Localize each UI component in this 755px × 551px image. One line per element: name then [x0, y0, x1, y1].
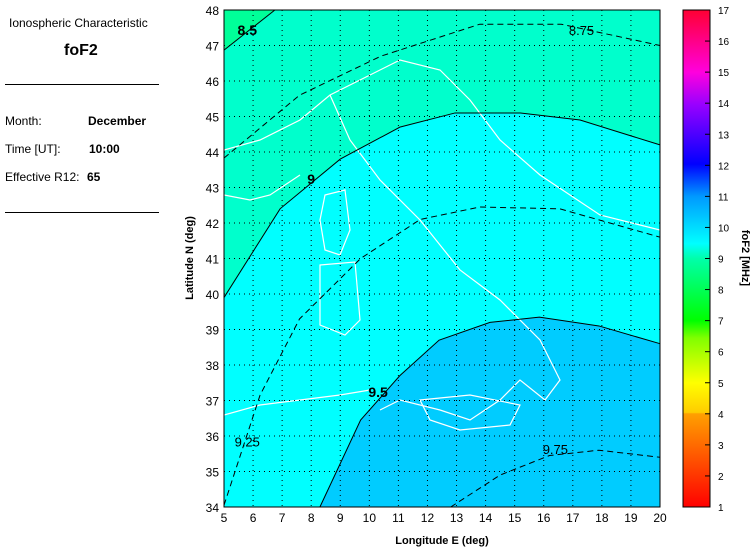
colorbar-tick-label: 6 — [718, 348, 724, 359]
x-tick-label: 20 — [653, 511, 667, 525]
y-tick-label: 42 — [206, 217, 220, 231]
contour-label: 9 — [307, 171, 315, 187]
colorbar-tick-label: 12 — [718, 161, 730, 172]
contour-label: 9.5 — [368, 384, 388, 400]
x-tick-label: 8 — [308, 511, 315, 525]
contour-8.5 — [223, 9, 276, 51]
contour-9.5 — [319, 316, 661, 508]
contour-label: 9.75 — [543, 442, 568, 457]
month-value: December — [88, 114, 147, 128]
y-tick-label: 36 — [206, 430, 220, 444]
y-tick-label: 48 — [206, 4, 220, 18]
y-tick-label: 45 — [206, 111, 220, 125]
divider — [5, 84, 159, 85]
contour-label: 8.75 — [569, 23, 594, 38]
colorbar-tick-label: 8 — [718, 286, 724, 297]
contour-9 — [223, 112, 661, 298]
plot-frame — [223, 9, 661, 508]
colorbar-tick-label: 3 — [718, 441, 724, 452]
y-tick-label: 37 — [206, 395, 220, 409]
colorbar-tick-label: 17 — [718, 6, 730, 17]
colorbar-tick-label: 16 — [718, 37, 730, 48]
y-axis-label: Latitude N (deg) — [184, 216, 196, 300]
colorbar-label: foF2 [MHz] — [739, 230, 751, 287]
x-tick-label: 11 — [392, 511, 405, 525]
time-label: Time [UT]: — [5, 142, 61, 156]
x-tick-label: 19 — [624, 511, 638, 525]
colorbar-tick-label: 11 — [718, 192, 729, 203]
y-tick-label: 47 — [206, 40, 220, 54]
characteristic-title: foF2 — [64, 42, 98, 59]
x-tick-label: 9 — [337, 511, 344, 525]
month-label: Month: — [5, 114, 42, 128]
colorbar-tick-label: 13 — [718, 130, 730, 141]
y-tick-label: 46 — [206, 75, 220, 89]
y-tick-label: 40 — [206, 288, 220, 302]
y-tick-label: 43 — [206, 182, 220, 196]
colorbar-tick-label: 14 — [718, 99, 730, 110]
contour-9.75 — [450, 449, 661, 508]
panel-heading: Ionospheric Characteristic — [9, 16, 148, 30]
x-tick-label: 14 — [479, 511, 493, 525]
y-tick-label: 34 — [206, 501, 220, 515]
time-value: 10:00 — [89, 142, 120, 156]
colorbar-tick-label: 5 — [718, 379, 724, 390]
colorbar-tick-label: 1 — [718, 503, 724, 514]
y-tick-label: 35 — [206, 466, 220, 480]
colorbar-tick-label: 7 — [718, 317, 724, 328]
y-tick-label: 38 — [206, 359, 220, 373]
x-tick-label: 17 — [566, 511, 580, 525]
x-tick-label: 6 — [250, 511, 257, 525]
x-tick-label: 10 — [363, 511, 377, 525]
colorbar-tick-label: 2 — [718, 472, 724, 483]
colorbar-tick-label: 10 — [718, 223, 730, 234]
divider — [5, 212, 159, 213]
colorbar-tick-label: 15 — [718, 68, 730, 79]
x-tick-label: 12 — [421, 511, 435, 525]
x-tick-label: 7 — [279, 511, 286, 525]
x-tick-label: 13 — [450, 511, 464, 525]
colorbar-tick-label: 4 — [718, 410, 724, 421]
x-tick-label: 5 — [221, 511, 228, 525]
contour-label: 8.5 — [238, 22, 258, 38]
y-tick-label: 41 — [206, 253, 220, 267]
x-tick-label: 16 — [537, 511, 551, 525]
x-tick-label: 15 — [508, 511, 522, 525]
r12-label: Effective R12: — [5, 170, 80, 184]
contour-label: 9.25 — [235, 435, 260, 450]
x-axis-label: Longitude E (deg) — [395, 535, 489, 547]
contour-8.75 — [223, 23, 661, 159]
x-tick-label: 18 — [595, 511, 609, 525]
r12-value: 65 — [87, 170, 101, 184]
colorbar-tick-label: 9 — [718, 255, 724, 266]
contour-9.25 — [223, 206, 661, 506]
y-tick-label: 44 — [206, 146, 220, 160]
y-tick-label: 39 — [206, 324, 220, 338]
